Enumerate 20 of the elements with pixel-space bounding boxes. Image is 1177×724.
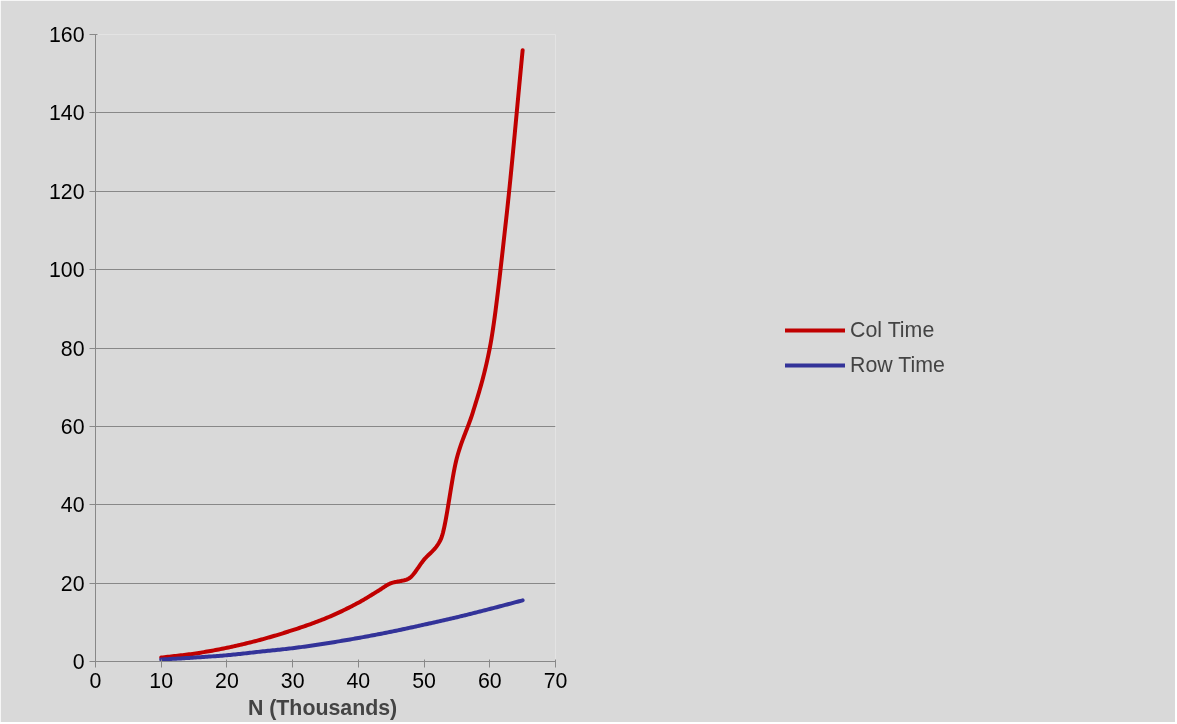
y-tick-label: 20 — [60, 571, 85, 596]
x-axis-title: N (Thousands) — [247, 695, 398, 720]
y-tick-label: 120 — [48, 179, 85, 204]
y-tick-label: 100 — [48, 258, 85, 283]
legend-label: Col Time — [850, 317, 935, 343]
x-tick-label: 30 — [280, 668, 305, 693]
x-tick-label: 0 — [89, 668, 102, 693]
y-tick-label: 160 — [48, 23, 85, 47]
y-tick-label: 140 — [48, 101, 85, 126]
y-tick-label: 60 — [60, 414, 85, 439]
x-tick-label: 40 — [346, 668, 371, 693]
x-tick-label: 60 — [477, 668, 502, 693]
legend-label: Row Time — [850, 352, 945, 378]
x-tick-label: 10 — [149, 668, 174, 693]
x-tick-label: 70 — [543, 668, 568, 693]
y-tick-label: 0 — [72, 650, 85, 674]
x-tick-label: 50 — [412, 668, 437, 693]
y-tick-label: 40 — [60, 493, 85, 518]
x-tick-label: 20 — [215, 668, 239, 693]
y-tick-label: 80 — [60, 336, 85, 361]
